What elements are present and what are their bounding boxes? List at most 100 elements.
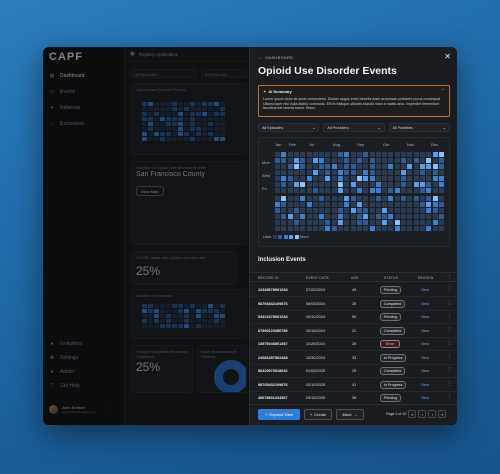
- heatmap-cell[interactable]: [407, 188, 413, 193]
- heatmap-cell[interactable]: [369, 188, 375, 193]
- heatmap-cell[interactable]: [363, 182, 369, 187]
- heatmap-cell[interactable]: [363, 196, 369, 201]
- heatmap-cell[interactable]: [319, 208, 325, 213]
- heatmap-cell[interactable]: [287, 188, 293, 193]
- heatmap-cell[interactable]: [419, 164, 425, 169]
- table-row[interactable]: 24681357902468 12/30/2024 33 In Progress Vie…: [250, 351, 457, 365]
- heatmap-cell[interactable]: [356, 196, 362, 201]
- heatmap-cell[interactable]: [426, 202, 432, 207]
- heatmap-cell[interactable]: [419, 158, 425, 163]
- heatmap-cell[interactable]: [375, 170, 381, 175]
- heatmap-cell[interactable]: [331, 188, 337, 193]
- heatmap-cell[interactable]: [293, 182, 299, 187]
- heatmap-cell[interactable]: [394, 152, 400, 157]
- table-row[interactable]: 13579246801357 11/20/2024 26 Error View ⋮: [250, 337, 457, 351]
- heatmap-cell[interactable]: [312, 176, 318, 181]
- sidebar-item-settings[interactable]: ✺ Settings: [49, 354, 79, 361]
- heatmap-cell[interactable]: [369, 196, 375, 201]
- more-button[interactable]: More →: [336, 409, 364, 420]
- table-row[interactable]: 98765432109876 02/10/2025 41 In Progress Vie…: [250, 378, 457, 392]
- kebab-icon[interactable]: ⋮: [447, 340, 452, 346]
- view-link[interactable]: View: [421, 301, 430, 306]
- heatmap-cell[interactable]: [407, 170, 413, 175]
- heatmap-cell[interactable]: [319, 176, 325, 181]
- heatmap-cell[interactable]: [331, 170, 337, 175]
- heatmap-cell[interactable]: [356, 208, 362, 213]
- heatmap-cell[interactable]: [401, 196, 406, 201]
- heatmap-cell[interactable]: [426, 152, 432, 157]
- heatmap-cell[interactable]: [350, 170, 356, 175]
- heatmap-cell[interactable]: [338, 164, 343, 169]
- heatmap-cell[interactable]: [338, 196, 343, 201]
- view-map-button[interactable]: View Map: [136, 186, 164, 196]
- heatmap-cell[interactable]: [419, 188, 425, 193]
- heatmap-cell[interactable]: [300, 152, 306, 157]
- heatmap-cell[interactable]: [287, 170, 293, 175]
- heatmap-cell[interactable]: [407, 176, 413, 181]
- heatmap-cell[interactable]: [281, 164, 287, 169]
- kebab-icon[interactable]: ⋮: [447, 274, 453, 280]
- heatmap-cell[interactable]: [382, 158, 388, 163]
- heatmap-cell[interactable]: [344, 226, 350, 231]
- heatmap-cell[interactable]: [325, 214, 331, 219]
- heatmap-cell[interactable]: [325, 188, 331, 193]
- heatmap-cell[interactable]: [382, 188, 388, 193]
- heatmap-cell[interactable]: [382, 214, 388, 219]
- heatmap-cell[interactable]: [319, 220, 325, 225]
- heatmap-cell[interactable]: [407, 196, 413, 201]
- heatmap-cell[interactable]: [401, 188, 406, 193]
- heatmap-cell[interactable]: [275, 188, 280, 193]
- heatmap-cell[interactable]: [388, 202, 394, 207]
- episodes-filter[interactable]: All Episodes ⌄: [258, 123, 320, 132]
- heatmap-cell[interactable]: [312, 202, 318, 207]
- heatmap-cell[interactable]: [325, 196, 331, 201]
- heatmap-cell[interactable]: [306, 226, 312, 231]
- heatmap-cell[interactable]: [388, 188, 394, 193]
- heatmap-cell[interactable]: [356, 170, 362, 175]
- heatmap-cell[interactable]: [356, 226, 362, 231]
- heatmap-cell[interactable]: [275, 196, 280, 201]
- view-link[interactable]: View: [421, 382, 430, 387]
- heatmap-cell[interactable]: [350, 208, 356, 213]
- sidebar-item-admin[interactable]: ● Admin: [50, 368, 75, 375]
- heatmap-cell[interactable]: [401, 158, 406, 163]
- heatmap-cell[interactable]: [419, 226, 425, 231]
- heatmap-cell[interactable]: [287, 220, 293, 225]
- heatmap-cell[interactable]: [275, 220, 280, 225]
- heatmap-cell[interactable]: [426, 158, 432, 163]
- heatmap-cell[interactable]: [438, 182, 444, 187]
- heatmap-cell[interactable]: [413, 196, 419, 201]
- heatmap-cell[interactable]: [438, 152, 444, 157]
- heatmap-cell[interactable]: [419, 208, 425, 213]
- view-link[interactable]: View: [421, 355, 430, 360]
- heatmap-cell[interactable]: [356, 202, 362, 207]
- heatmap-cell[interactable]: [413, 152, 419, 157]
- heatmap-cell[interactable]: [363, 226, 369, 231]
- heatmap-cell[interactable]: [287, 182, 293, 187]
- heatmap-cell[interactable]: [394, 182, 400, 187]
- heatmap-cell[interactable]: [319, 188, 325, 193]
- heatmap-cell[interactable]: [306, 196, 312, 201]
- expand-view-button[interactable]: + Expand View: [258, 409, 300, 420]
- heatmap-cell[interactable]: [394, 196, 400, 201]
- heatmap-cell[interactable]: [306, 182, 312, 187]
- heatmap-cell[interactable]: [350, 214, 356, 219]
- heatmap-cell[interactable]: [300, 208, 306, 213]
- table-row[interactable]: 98765432109876 08/05/2024 28 Completed View ⋮: [250, 297, 457, 311]
- heatmap-cell[interactable]: [394, 170, 400, 175]
- heatmap-cell[interactable]: [419, 220, 425, 225]
- heatmap-cell[interactable]: [413, 202, 419, 207]
- view-link[interactable]: View: [421, 328, 430, 333]
- view-link[interactable]: View: [421, 342, 430, 346]
- heatmap-cell[interactable]: [413, 176, 419, 181]
- heatmap-cell[interactable]: [401, 202, 406, 207]
- providers-filter[interactable]: All Providers ⌄: [323, 123, 385, 132]
- heatmap-cell[interactable]: [287, 208, 293, 213]
- heatmap-cell[interactable]: [325, 158, 331, 163]
- heatmap-cell[interactable]: [438, 176, 444, 181]
- sidebar-item-dashboard[interactable]: ▦ Dashboard: [49, 72, 85, 79]
- facilities-filter[interactable]: All Facilities ⌄: [388, 123, 450, 132]
- heatmap-cell[interactable]: [356, 220, 362, 225]
- heatmap-cell[interactable]: [426, 170, 432, 175]
- heatmap-cell[interactable]: [281, 214, 287, 219]
